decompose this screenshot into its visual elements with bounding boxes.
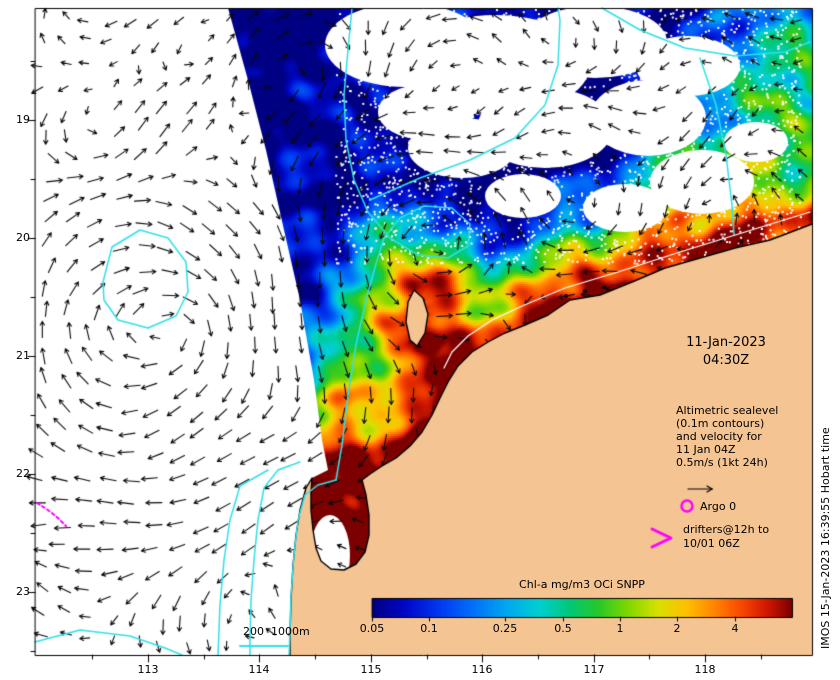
- lon-tick-label-117: 117: [583, 663, 605, 676]
- altimetric-note-line2: (0.1m contours): [676, 417, 765, 430]
- colorbar-tick-005: 0.05: [359, 622, 385, 635]
- lon-tick-label-114: 114: [248, 663, 270, 676]
- altimetric-note-line1: Altimetric sealevel: [676, 404, 779, 417]
- depth-scale-label: 200 1000m: [243, 625, 310, 638]
- colorbar-tick-2: 2: [673, 622, 681, 635]
- colorbar-title: Chl-a mg/m3 OCi SNPP: [519, 578, 645, 591]
- lat-tick-label-23: 23: [16, 585, 30, 598]
- lon-tick-label-115: 115: [360, 663, 382, 676]
- altimetric-note-line5: 0.5m/s (1kt 24h): [676, 456, 768, 469]
- altimetric-note-line4: 11 Jan 04Z: [676, 443, 736, 456]
- map-datetime-date: 11-Jan-2023: [686, 335, 766, 350]
- argo-legend-label: Argo 0: [700, 500, 737, 513]
- altimetric-note-line3: and velocity for: [676, 430, 762, 443]
- colorbar-tick-1: 1: [616, 622, 624, 635]
- map-datetime-time: 04:30Z: [702, 353, 750, 368]
- colorbar-tick-4: 4: [731, 622, 739, 635]
- drifters-legend-line1: drifters@12h to: [683, 523, 770, 536]
- lon-tick-label-113: 113: [137, 663, 159, 676]
- credit-timestamp-vertical: IMOS 15-Jan-2023 16:39:55 Hobart time: [819, 427, 832, 649]
- colorbar-tick-025: 0.25: [492, 622, 518, 635]
- lat-tick-label-22: 22: [16, 467, 30, 480]
- drifters-legend-line2: 10/01 06Z: [683, 537, 740, 550]
- lat-tick-label-19: 19: [16, 113, 30, 126]
- lon-tick-label-118: 118: [694, 663, 716, 676]
- lat-tick-label-20: 20: [16, 231, 30, 244]
- colorbar-tick-01: 0.1: [420, 622, 438, 635]
- lat-tick-label-21: 21: [16, 349, 30, 362]
- colorbar-tick-05: 0.5: [554, 622, 572, 635]
- lon-tick-label-116: 116: [471, 663, 493, 676]
